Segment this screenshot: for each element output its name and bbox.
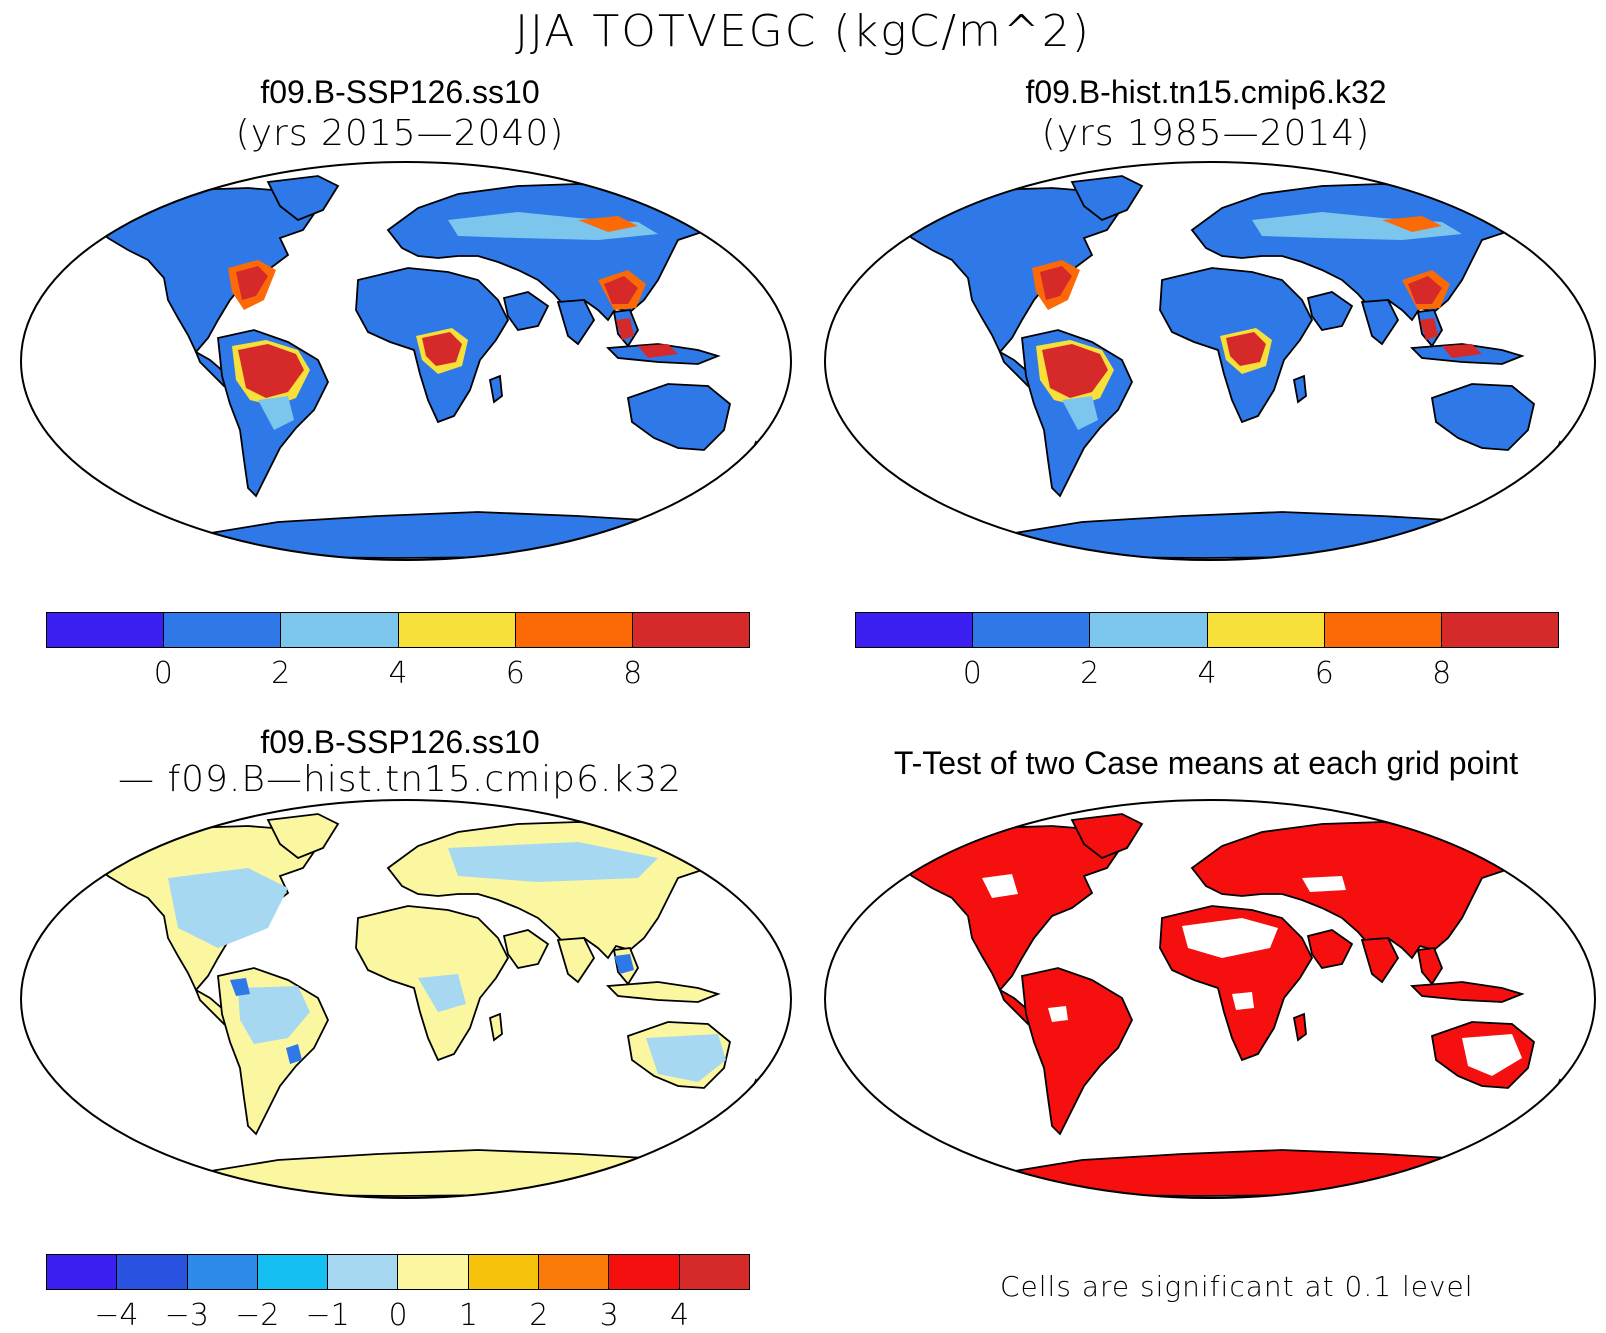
- colorbar-tick-label: −3: [164, 1298, 209, 1333]
- panel2-title: f09.B-hist.tn15.cmip6.k32: [1025, 74, 1387, 110]
- colorbar-segment: [187, 1255, 258, 1289]
- colorbar-panel1: [46, 612, 750, 648]
- greenland-landmass: [1070, 813, 1144, 860]
- colorbar-segment: [856, 613, 974, 647]
- colorbar-tick-label: −4: [94, 1298, 139, 1333]
- indonesia-landmass: [1409, 981, 1525, 1003]
- colorbar-tick-label: 4: [1197, 656, 1217, 691]
- india-landmass: [1360, 937, 1400, 984]
- colorbar-tick-label: −2: [235, 1298, 280, 1333]
- colorbar-tick-label: 8: [1432, 656, 1452, 691]
- colorbar-tick-label: 0: [962, 656, 982, 691]
- arabia-landmass: [1306, 291, 1354, 331]
- colorbar-segment: [1207, 613, 1325, 647]
- colorbar-segment: [47, 613, 165, 647]
- colorbar-tick-label: 6: [1314, 656, 1334, 691]
- map-boundary: [824, 161, 1596, 561]
- colorbar-tick-label: 4: [388, 656, 408, 691]
- map-panel-difference: [20, 799, 792, 1199]
- map-panel-hist: [824, 161, 1596, 561]
- se-asia-landmass: [1416, 947, 1444, 986]
- indonesia-landmass: [605, 981, 721, 1003]
- significance-note: Cells are significant at 0.1 level: [1000, 1270, 1474, 1303]
- colorbar-segment: [679, 1255, 749, 1289]
- colorbar-segment: [515, 613, 633, 647]
- colorbar-tick-label: −1: [305, 1298, 350, 1333]
- figure-title: JJA TOTVEGC (kgC/m^2): [515, 6, 1091, 57]
- arabia-landmass: [502, 291, 550, 331]
- colorbar-segment: [281, 613, 399, 647]
- colorbar-difference: [46, 1254, 750, 1290]
- map-boundary: [20, 161, 792, 561]
- arabia-landmass: [502, 929, 550, 969]
- madagascar-landmass: [488, 1012, 503, 1042]
- colorbar-segment: [257, 1255, 329, 1289]
- colorbar-tick-label: 3: [599, 1298, 619, 1333]
- arabia-landmass: [1306, 929, 1354, 969]
- greenland-landmass: [266, 175, 340, 222]
- colorbar-segment: [1441, 613, 1559, 647]
- map-panel-ttest: [824, 799, 1596, 1199]
- india-landmass: [556, 937, 596, 984]
- panel3-subtitle: — f09.B—hist.tn15.cmip6.k32: [118, 759, 682, 800]
- map-boundary: [824, 799, 1596, 1199]
- colorbar-tick-label: 2: [1080, 656, 1100, 691]
- colorbar-tick-label: 2: [271, 656, 291, 691]
- colorbar-segment: [468, 1255, 540, 1289]
- colorbar-segment: [47, 1255, 118, 1289]
- madagascar-landmass: [1292, 1012, 1307, 1042]
- colorbar-segment: [328, 1255, 399, 1289]
- colorbar-segment: [398, 613, 516, 647]
- panel1-subtitle: (yrs 2015—2040): [235, 113, 565, 154]
- australia-landmass: [626, 383, 732, 451]
- greenland-landmass: [1070, 175, 1144, 222]
- colorbar-tick-label: 0: [153, 656, 173, 691]
- panel3-title: f09.B-SSP126.ss10: [260, 724, 540, 760]
- madagascar-landmass: [488, 374, 503, 404]
- colorbar-tick-label: 2: [529, 1298, 549, 1333]
- colorbar-segment: [973, 613, 1091, 647]
- australia-landmass: [1430, 383, 1536, 451]
- colorbar-segment: [117, 1255, 188, 1289]
- madagascar-landmass: [1292, 374, 1307, 404]
- colorbar-segment: [632, 613, 750, 647]
- colorbar-panel2: [855, 612, 1559, 648]
- colorbar-segment: [1324, 613, 1442, 647]
- colorbar-segment: [164, 613, 282, 647]
- colorbar-tick-label: 0: [388, 1298, 408, 1333]
- map-panel-ssp126: [20, 161, 792, 561]
- panel2-subtitle: (yrs 1985—2014): [1041, 113, 1371, 154]
- colorbar-tick-label: 8: [623, 656, 643, 691]
- colorbar-segment: [609, 1255, 680, 1289]
- colorbar-segment: [539, 1255, 610, 1289]
- panel1-title: f09.B-SSP126.ss10: [260, 74, 540, 110]
- colorbar-segment: [1090, 613, 1208, 647]
- colorbar-tick-label: 1: [458, 1298, 478, 1333]
- colorbar-tick-label: 4: [670, 1298, 690, 1333]
- colorbar-segment: [398, 1255, 469, 1289]
- india-landmass: [556, 299, 596, 346]
- colorbar-tick-label: 6: [505, 656, 525, 691]
- panel4-title: T-Test of two Case means at each grid po…: [893, 745, 1519, 781]
- greenland-landmass: [266, 813, 340, 860]
- india-landmass: [1360, 299, 1400, 346]
- map-boundary: [20, 799, 792, 1199]
